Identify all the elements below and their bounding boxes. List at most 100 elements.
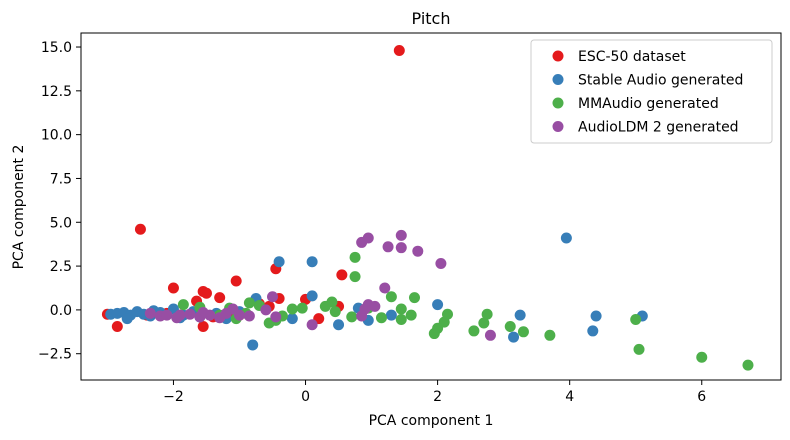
point-series-2-22 (346, 311, 358, 323)
point-series-2-36 (329, 306, 341, 318)
point-series-2-39 (375, 312, 387, 324)
point-series-0-16 (197, 321, 209, 333)
point-series-2-18 (385, 291, 397, 303)
x-tick-label: 2 (433, 389, 442, 405)
point-series-1-11 (514, 309, 526, 321)
point-series-1-6 (333, 319, 345, 331)
legend-marker-0 (552, 50, 564, 62)
point-series-2-20 (349, 271, 361, 283)
point-series-3-12 (484, 329, 496, 341)
point-series-3-11 (359, 303, 371, 315)
legend-marker-3 (552, 121, 564, 132)
point-series-3-29 (171, 312, 183, 324)
point-series-1-10 (508, 331, 520, 343)
point-series-2-2 (633, 343, 645, 355)
point-series-3-7 (379, 282, 391, 294)
y-tick-label: 12.5 (41, 84, 72, 100)
point-series-2-1 (696, 351, 708, 363)
point-series-0-15 (111, 321, 123, 333)
point-series-1-32 (121, 313, 133, 325)
y-axis-label: PCA component 2 (11, 145, 27, 270)
point-series-2-3 (630, 314, 642, 326)
point-series-3-4 (395, 242, 407, 254)
point-series-1-2 (306, 256, 318, 268)
points-layer (101, 45, 754, 371)
x-tick-label: 6 (697, 389, 706, 405)
legend-label-3: AudioLDM 2 generated (578, 120, 739, 136)
point-series-3-13 (306, 319, 318, 331)
point-series-1-0 (560, 232, 572, 244)
point-series-3-20 (184, 308, 196, 320)
chart-title: Pitch (412, 9, 451, 28)
point-series-2-34 (177, 299, 189, 311)
point-series-3-19 (161, 309, 173, 321)
y-tick-label: 5.0 (50, 215, 72, 231)
point-series-3-26 (243, 310, 255, 322)
point-series-2-25 (296, 302, 308, 314)
point-series-2-19 (349, 251, 361, 263)
legend-label-1: Stable Audio generated (578, 73, 743, 89)
point-series-2-4 (544, 329, 556, 341)
point-series-3-25 (233, 309, 245, 321)
point-series-2-7 (468, 325, 480, 337)
point-series-3-2 (356, 236, 368, 248)
point-series-0-1 (134, 223, 146, 235)
point-series-3-14 (267, 291, 279, 303)
point-series-1-8 (385, 309, 397, 321)
point-series-2-8 (481, 308, 493, 320)
plot-frame (80, 32, 782, 381)
point-series-3-0 (395, 229, 407, 241)
point-series-1-1 (273, 256, 285, 268)
y-tick-label: 10.0 (41, 128, 72, 144)
y-tick-label: 15.0 (41, 40, 72, 56)
point-series-3-28 (197, 307, 209, 319)
point-series-1-3 (306, 290, 318, 302)
point-series-2-15 (395, 314, 407, 326)
point-series-1-9 (432, 299, 444, 311)
point-series-2-24 (319, 300, 331, 312)
legend-label-2: MMAudio generated (578, 96, 719, 112)
point-series-2-6 (504, 321, 516, 333)
point-series-2-35 (286, 303, 298, 315)
y-tick-label: 2.5 (50, 259, 72, 275)
point-series-3-3 (382, 241, 394, 253)
y-axis: −2.5 0.0 2.5 5.0 7.5 10.0 12.5 15.0 (38, 40, 81, 363)
point-series-1-13 (590, 310, 602, 322)
point-series-3-27 (260, 304, 272, 316)
point-series-3-6 (435, 257, 447, 269)
x-tick-label: 4 (565, 389, 574, 405)
point-series-3-5 (412, 245, 424, 257)
x-tick-label: 0 (301, 389, 310, 405)
point-series-2-0 (742, 359, 754, 371)
point-series-3-30 (270, 311, 282, 323)
legend: ESC-50 dataset Stable Audio generated MMAu… (530, 39, 773, 144)
point-series-3-18 (144, 307, 156, 319)
point-series-0-4 (230, 275, 242, 287)
point-series-2-17 (408, 292, 420, 304)
x-tick-label: −2 (163, 389, 184, 405)
point-series-1-12 (587, 325, 599, 337)
x-axis: −2 0 2 4 6 (163, 380, 706, 405)
point-series-2-12 (428, 328, 440, 340)
legend-label-0: ESC-50 dataset (578, 49, 686, 65)
legend-marker-1 (552, 74, 564, 85)
point-series-0-2 (336, 269, 348, 281)
point-series-2-5 (517, 326, 529, 338)
point-series-0-5 (167, 282, 179, 294)
point-series-0-7 (200, 287, 212, 299)
point-series-2-30 (243, 297, 255, 309)
point-series-2-14 (405, 309, 417, 321)
y-tick-label: 0.0 (50, 303, 72, 319)
point-series-1-30 (286, 313, 298, 325)
x-axis-label: PCA component 1 (369, 413, 494, 429)
legend-box (530, 39, 773, 144)
point-series-3-9 (369, 300, 381, 312)
y-tick-label: 7.5 (50, 171, 72, 187)
point-series-2-16 (395, 303, 407, 315)
legend-marker-2 (552, 97, 564, 109)
point-series-0-8 (214, 292, 226, 304)
point-series-3-24 (220, 307, 232, 319)
point-series-0-0 (393, 45, 405, 57)
point-series-1-5 (247, 339, 259, 351)
